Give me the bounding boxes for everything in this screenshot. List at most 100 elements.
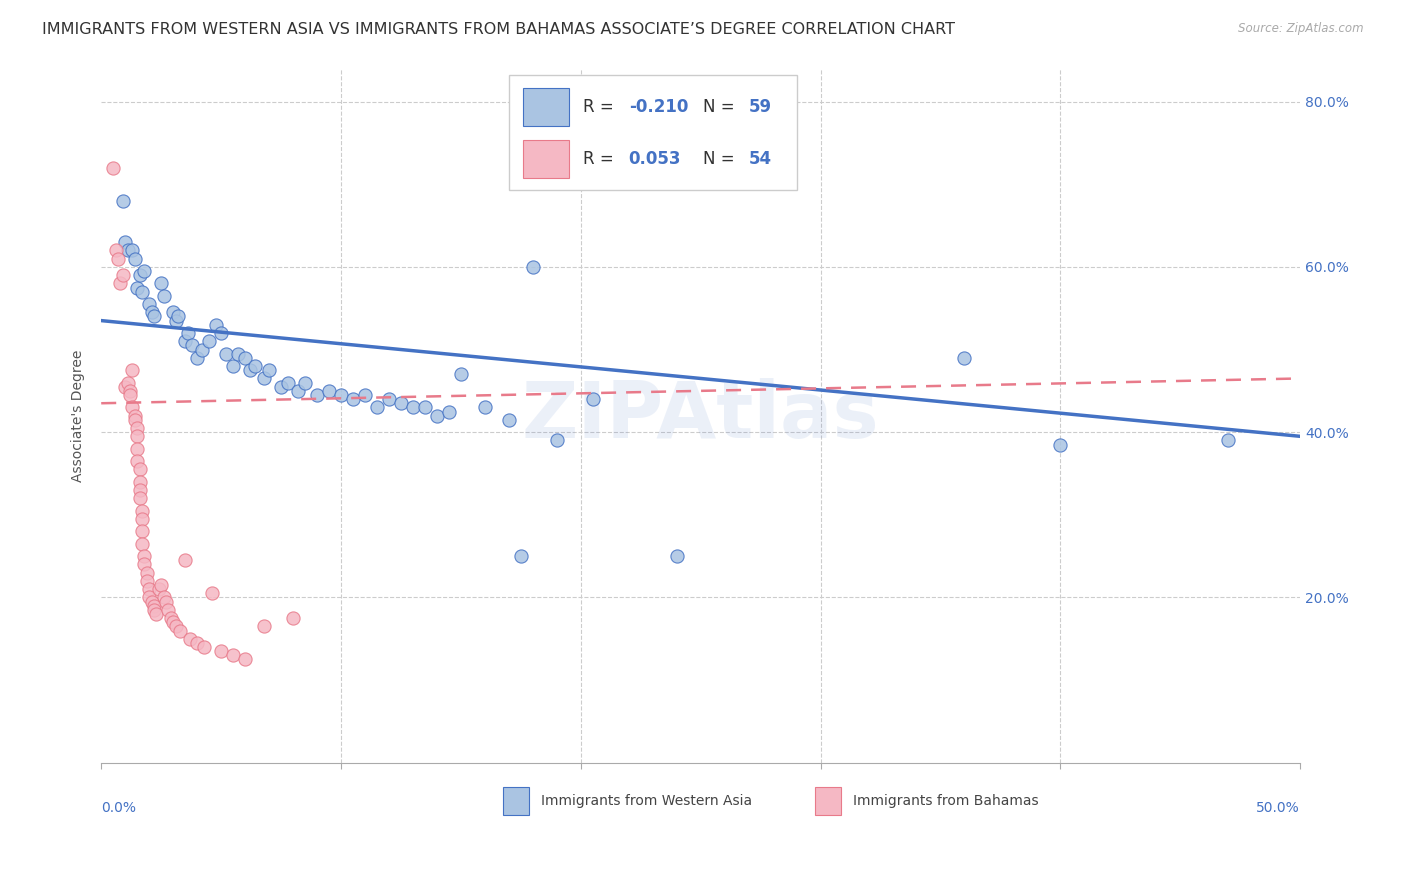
Point bbox=[186, 351, 208, 365]
Point bbox=[165, 313, 187, 327]
Point bbox=[143, 310, 166, 324]
Point bbox=[287, 384, 309, 398]
Point bbox=[155, 594, 177, 608]
Point bbox=[498, 413, 520, 427]
Point bbox=[124, 409, 146, 423]
Point bbox=[215, 346, 238, 360]
Point bbox=[110, 277, 132, 291]
Point bbox=[127, 454, 149, 468]
Text: R =: R = bbox=[583, 150, 619, 168]
Point bbox=[145, 607, 167, 621]
Point bbox=[131, 504, 153, 518]
Point bbox=[179, 632, 201, 646]
Bar bbox=[814, 787, 841, 815]
Bar bbox=[503, 787, 529, 815]
Point bbox=[186, 636, 208, 650]
Point bbox=[150, 277, 173, 291]
Text: 0.053: 0.053 bbox=[628, 150, 682, 168]
Point bbox=[134, 558, 156, 572]
Point bbox=[176, 326, 198, 340]
Point bbox=[150, 578, 173, 592]
Point bbox=[117, 376, 139, 390]
Point bbox=[209, 326, 232, 340]
Point bbox=[134, 264, 156, 278]
Point bbox=[253, 371, 276, 385]
Point bbox=[131, 285, 153, 299]
Point bbox=[157, 603, 180, 617]
Point bbox=[174, 553, 197, 567]
Point bbox=[121, 363, 143, 377]
Point bbox=[134, 549, 156, 563]
Point bbox=[665, 549, 688, 563]
Text: Immigrants from Bahamas: Immigrants from Bahamas bbox=[853, 794, 1039, 808]
Point bbox=[389, 396, 412, 410]
Point bbox=[233, 351, 256, 365]
Point bbox=[450, 368, 472, 382]
Point bbox=[103, 161, 125, 175]
Point bbox=[378, 392, 401, 406]
Point bbox=[128, 483, 150, 497]
Point bbox=[107, 252, 129, 266]
Point bbox=[165, 619, 187, 633]
Point bbox=[127, 421, 149, 435]
Point bbox=[104, 244, 127, 258]
Point bbox=[437, 404, 460, 418]
Point bbox=[131, 537, 153, 551]
Point bbox=[128, 462, 150, 476]
Point bbox=[330, 388, 353, 402]
Point bbox=[582, 392, 605, 406]
Point bbox=[124, 252, 146, 266]
Point bbox=[128, 475, 150, 489]
Point bbox=[318, 384, 340, 398]
Point bbox=[342, 392, 364, 406]
Point bbox=[174, 334, 197, 349]
Point bbox=[366, 401, 388, 415]
Point bbox=[169, 624, 191, 638]
Point bbox=[305, 388, 328, 402]
Point bbox=[128, 268, 150, 282]
Point bbox=[474, 401, 496, 415]
Point bbox=[111, 194, 134, 208]
Point bbox=[114, 235, 136, 249]
Text: 50.0%: 50.0% bbox=[1257, 801, 1301, 815]
Point bbox=[167, 310, 190, 324]
Point bbox=[522, 260, 544, 274]
Point bbox=[953, 351, 976, 365]
Point bbox=[243, 359, 266, 373]
Point bbox=[118, 384, 141, 398]
Point bbox=[200, 586, 222, 600]
Point bbox=[138, 591, 160, 605]
Point bbox=[191, 343, 214, 357]
Text: 59: 59 bbox=[748, 98, 772, 116]
Point bbox=[114, 380, 136, 394]
Bar bbox=[509, 76, 797, 190]
Point bbox=[198, 334, 221, 349]
Point bbox=[117, 244, 139, 258]
Point bbox=[162, 305, 184, 319]
Text: -0.210: -0.210 bbox=[628, 98, 688, 116]
Point bbox=[152, 591, 174, 605]
Point bbox=[121, 401, 143, 415]
Text: R =: R = bbox=[583, 98, 619, 116]
Point bbox=[159, 611, 181, 625]
Text: Immigrants from Western Asia: Immigrants from Western Asia bbox=[541, 794, 752, 808]
Point bbox=[402, 401, 425, 415]
Point bbox=[277, 376, 299, 390]
Point bbox=[124, 413, 146, 427]
Point bbox=[294, 376, 316, 390]
Text: 54: 54 bbox=[748, 150, 772, 168]
Text: N =: N = bbox=[703, 150, 740, 168]
Point bbox=[257, 363, 280, 377]
Point bbox=[128, 491, 150, 506]
Point bbox=[239, 363, 262, 377]
Point bbox=[121, 244, 143, 258]
Point bbox=[205, 318, 228, 332]
Point bbox=[222, 359, 245, 373]
Bar bbox=[523, 87, 569, 126]
Point bbox=[270, 380, 292, 394]
Text: IMMIGRANTS FROM WESTERN ASIA VS IMMIGRANTS FROM BAHAMAS ASSOCIATE’S DEGREE CORRE: IMMIGRANTS FROM WESTERN ASIA VS IMMIGRAN… bbox=[42, 22, 955, 37]
Point bbox=[118, 388, 141, 402]
Point bbox=[354, 388, 377, 402]
Bar bbox=[523, 140, 569, 178]
Point bbox=[141, 305, 163, 319]
